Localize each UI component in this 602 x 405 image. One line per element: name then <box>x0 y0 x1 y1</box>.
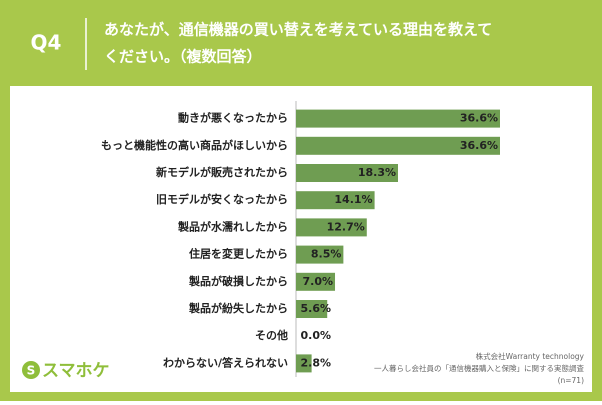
category-label: 住居を変更したから <box>189 247 288 261</box>
bar <box>296 272 336 291</box>
category-label: 動きが悪くなったから <box>178 111 288 125</box>
value-label: 36.6% <box>460 139 498 152</box>
value-label: 7.0% <box>303 275 334 288</box>
bar <box>296 300 328 318</box>
value-label: 5.6% <box>300 302 331 315</box>
value-label: 36.6% <box>460 112 498 125</box>
value-label: 18.3% <box>358 166 396 179</box>
value-label: 14.1% <box>334 193 372 206</box>
logo-icon-s: S <box>27 364 36 378</box>
category-label: 新モデルが販売されたから <box>156 165 288 179</box>
bar <box>296 164 398 182</box>
category-label: 製品が破損したから <box>188 274 288 288</box>
title-line: あなたが、通信機器の買い替えを考えている理由を教えて <box>104 21 492 39</box>
bar <box>296 109 500 128</box>
value-label: 0.0% <box>300 329 331 342</box>
bar <box>296 354 312 373</box>
category-label: 製品が紛失したから <box>188 301 288 315</box>
value-label: 2.8% <box>300 356 331 369</box>
bar <box>296 218 367 237</box>
category-label: もっと機能性の高い商品がほしいから <box>101 138 288 152</box>
source: (n=71) <box>558 376 585 385</box>
value-label: 12.7% <box>327 220 365 233</box>
value-label: 8.5% <box>311 248 342 261</box>
category-label: その他 <box>255 328 288 342</box>
bar <box>296 136 500 155</box>
category-label: わからない/答えられない <box>163 355 288 369</box>
bar <box>296 245 344 264</box>
category-label: 製品が水濡れしたから <box>177 219 288 233</box>
source: 一人暮らし会社員の「通信機器購入と保険」に関する実態調査 <box>374 363 584 373</box>
logo: スマホケ <box>42 361 110 381</box>
bar <box>296 191 375 210</box>
question-number: Q4 <box>31 31 62 55</box>
title-line: ください。（複数回答） <box>104 48 262 66</box>
source: 株式会社Warranty technology <box>476 351 585 361</box>
panel <box>10 86 592 392</box>
logo-icon <box>22 361 40 379</box>
category-label: 旧モデルが安くなったから <box>156 192 288 206</box>
